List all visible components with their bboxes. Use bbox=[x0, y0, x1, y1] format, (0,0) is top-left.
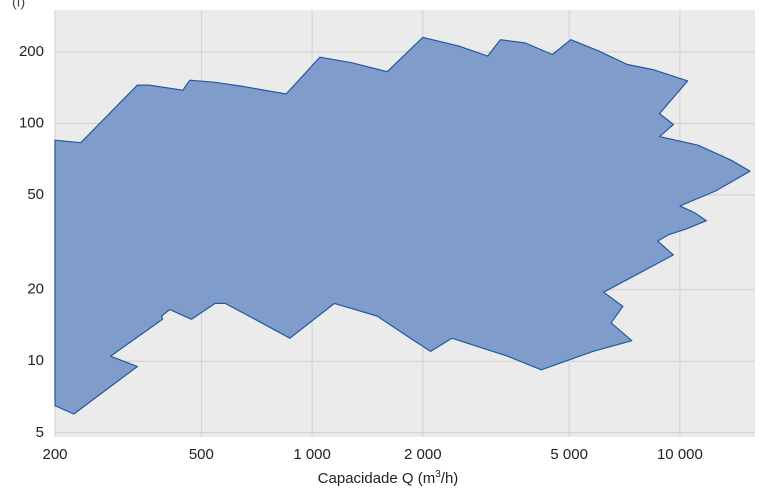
x-tick-label: 500 bbox=[189, 446, 214, 463]
x-axis-label: Capacidade Q (m3/h) bbox=[318, 469, 459, 487]
y-tick-label: 5 bbox=[36, 424, 44, 441]
x-tick-label: 1 000 bbox=[293, 446, 331, 463]
y-tick-label: 20 bbox=[27, 281, 44, 298]
x-axis-label-main: Capacidade Q (m bbox=[318, 470, 436, 487]
y-axis: 5 10 20 50 100 200 bbox=[19, 43, 44, 441]
x-tick-label: 10 000 bbox=[657, 446, 703, 463]
x-axis-label-unit: /h) bbox=[441, 470, 459, 487]
y-tick-label: 50 bbox=[27, 186, 44, 203]
chart-top-label: (f) bbox=[12, 0, 25, 10]
x-tick-label: 5 000 bbox=[550, 446, 588, 463]
y-tick-label: 100 bbox=[19, 114, 44, 131]
x-tick-label: 200 bbox=[42, 446, 67, 463]
y-tick-label: 10 bbox=[27, 352, 44, 369]
y-tick-label: 200 bbox=[19, 43, 44, 60]
operating-range-area bbox=[54, 36, 751, 415]
x-axis: 200 500 1 000 2 000 5 000 10 000 bbox=[42, 446, 702, 463]
x-tick-label: 2 000 bbox=[404, 446, 442, 463]
x-axis-label-superscript: 3 bbox=[435, 469, 441, 480]
